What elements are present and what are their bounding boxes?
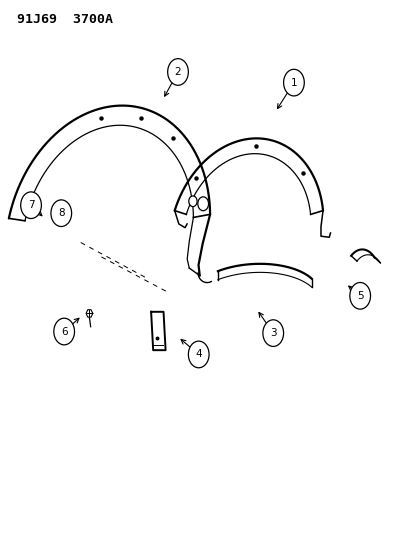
Circle shape: [283, 69, 304, 96]
Text: 4: 4: [195, 350, 202, 359]
Circle shape: [54, 318, 74, 345]
Circle shape: [188, 341, 209, 368]
Text: 7: 7: [28, 200, 34, 210]
Text: 5: 5: [356, 291, 363, 301]
Circle shape: [197, 197, 208, 211]
Circle shape: [262, 320, 283, 346]
Circle shape: [188, 196, 197, 207]
Text: 2: 2: [174, 67, 181, 77]
Circle shape: [51, 200, 71, 227]
Text: 8: 8: [58, 208, 64, 218]
Text: 91J69  3700A: 91J69 3700A: [17, 13, 112, 26]
Circle shape: [21, 192, 41, 219]
Circle shape: [167, 59, 188, 85]
Text: 1: 1: [290, 78, 297, 87]
Circle shape: [349, 282, 370, 309]
Text: 6: 6: [61, 327, 67, 336]
Text: 3: 3: [269, 328, 276, 338]
